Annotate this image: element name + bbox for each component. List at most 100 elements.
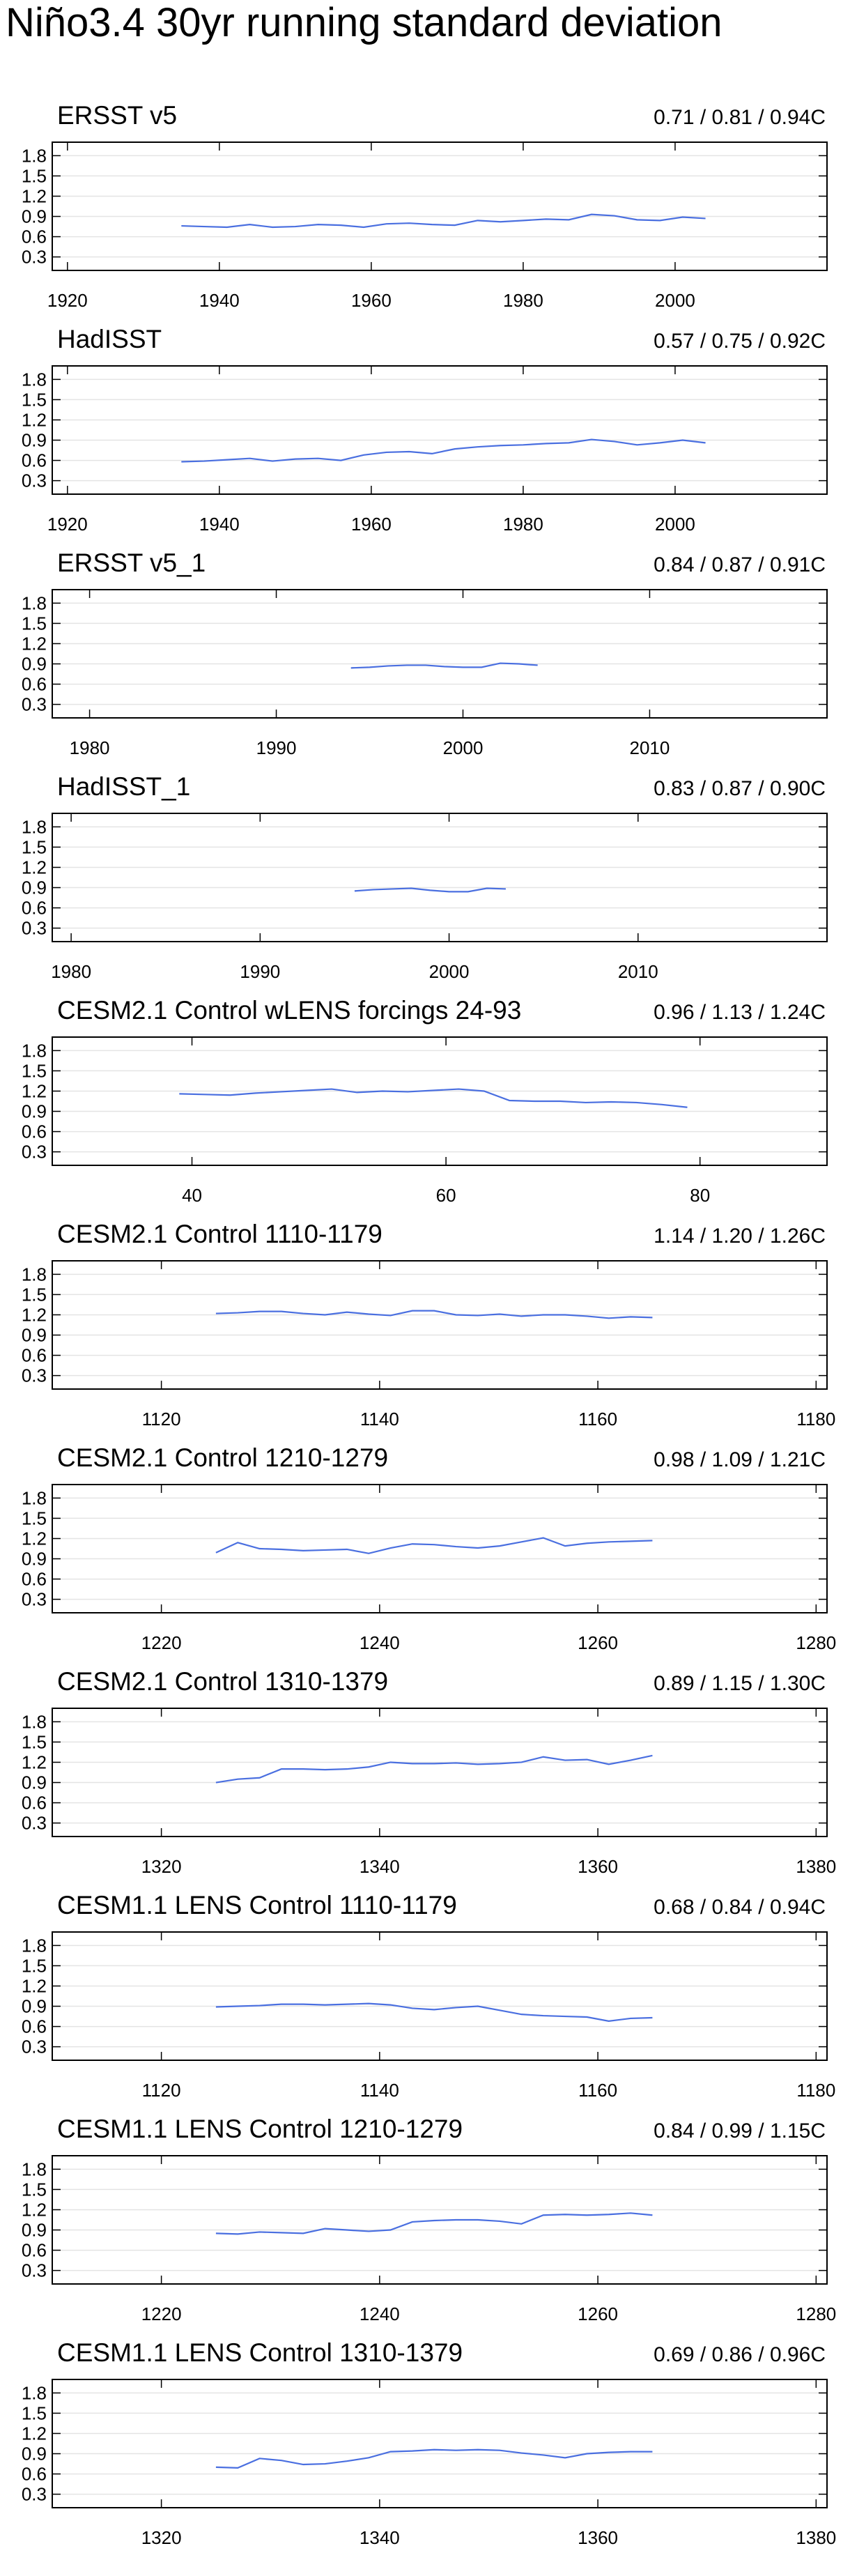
- x-tick-label: 2000: [655, 290, 695, 311]
- panel-title: HadISST_1: [57, 772, 190, 801]
- x-tick-label: 60: [436, 1185, 456, 1206]
- x-tick-label: 1380: [796, 2527, 836, 2548]
- y-tick-label: 1.2: [22, 409, 47, 430]
- y-tick-label: 1.8: [22, 145, 47, 166]
- y-tick-label: 0.3: [22, 918, 47, 939]
- x-tick-label: 1990: [256, 737, 297, 758]
- y-tick-label: 1.2: [22, 185, 47, 206]
- y-tick-label: 0.9: [22, 206, 47, 227]
- y-tick-label: 0.3: [22, 2484, 47, 2505]
- data-line: [181, 438, 706, 463]
- data-line: [215, 1310, 653, 1319]
- x-tick-label: 1220: [141, 2303, 182, 2324]
- x-tick-label: 1220: [141, 1632, 182, 1653]
- y-tick-label: 0.6: [22, 898, 47, 919]
- x-tick-label: 1120: [142, 1409, 181, 1429]
- y-tick-label: 0.6: [22, 2016, 47, 2037]
- y-tick-label: 0.9: [22, 2220, 47, 2241]
- figure-title: Niño3.4 30yr running standard deviation: [6, 0, 722, 45]
- panel: ERSST v5 0.71 / 0.81 / 0.94C0.30.60.91.21…: [22, 101, 828, 311]
- data-line: [215, 1754, 653, 1784]
- y-tick-label: 1.5: [22, 389, 47, 410]
- x-tick-label: 1940: [199, 290, 240, 311]
- y-tick-label: 1.2: [22, 633, 47, 654]
- y-tick-label: 0.6: [22, 2464, 47, 2485]
- y-tick-label: 1.5: [22, 2179, 47, 2200]
- plot-frame: [52, 365, 828, 495]
- x-tick-label: 1120: [142, 2080, 181, 2101]
- y-tick-label: 1.5: [22, 613, 47, 634]
- panel-stats: 0.57 / 0.75 / 0.92C: [654, 330, 826, 353]
- x-tick-label: 1260: [578, 2303, 618, 2324]
- x-tick-label: 1340: [360, 1856, 400, 1877]
- y-tick-label: 0.6: [22, 1121, 47, 1142]
- y-tick-label: 0.6: [22, 450, 47, 471]
- y-tick-label: 1.5: [22, 1060, 47, 1081]
- panel: CESM2.1 Control 1210-1279 0.98 / 1.09 / 1…: [22, 1443, 836, 1653]
- y-tick-label: 1.8: [22, 2382, 47, 2403]
- x-tick-label: 1960: [351, 290, 392, 311]
- y-tick-label: 1.2: [22, 1975, 47, 1996]
- plot-frame: [52, 1484, 828, 1613]
- x-tick-label: 1180: [796, 2080, 835, 2101]
- panel-title: CESM2.1 Control wLENS forcings 24-93: [57, 996, 521, 1025]
- y-tick-label: 1.5: [22, 1284, 47, 1305]
- panel: CESM1.1 LENS Control 1210-1279 0.84 / 0.9…: [22, 2115, 836, 2324]
- plot-frame: [52, 2155, 828, 2285]
- y-tick-label: 0.9: [22, 654, 47, 675]
- x-tick-label: 2000: [429, 961, 470, 982]
- y-tick-label: 1.2: [22, 2199, 47, 2220]
- y-tick-label: 1.2: [22, 1751, 47, 1772]
- x-tick-label: 2000: [443, 737, 484, 758]
- x-tick-label: 1140: [360, 1409, 399, 1429]
- plot-frame: [52, 2379, 828, 2508]
- y-tick-label: 1.2: [22, 1080, 47, 1101]
- y-tick-label: 0.9: [22, 1996, 47, 2017]
- panel-stats: 0.96 / 1.13 / 1.24C: [654, 1001, 826, 1024]
- y-tick-label: 1.8: [22, 1487, 47, 1508]
- data-line: [215, 2448, 653, 2469]
- y-tick-label: 0.6: [22, 227, 47, 247]
- x-tick-label: 1340: [360, 2527, 400, 2548]
- x-tick-label: 1920: [47, 290, 88, 311]
- x-tick-label: 2010: [630, 737, 670, 758]
- y-tick-label: 0.3: [22, 1813, 47, 1834]
- y-tick-label: 1.5: [22, 2402, 47, 2423]
- plot-frame: [52, 141, 828, 271]
- x-tick-label: 1160: [578, 1409, 617, 1429]
- y-tick-label: 0.6: [22, 1569, 47, 1590]
- panel-title: CESM2.1 Control 1210-1279: [57, 1443, 388, 1472]
- y-tick-label: 1.2: [22, 1304, 47, 1325]
- panel: HadISST_1 0.83 / 0.87 / 0.90C 0.30.60.91.2…: [22, 772, 828, 982]
- panel-stats: 0.68 / 0.84 / 0.94C: [654, 1896, 826, 1919]
- y-tick-label: 1.2: [22, 2423, 47, 2444]
- x-tick-label: 1240: [360, 1632, 400, 1653]
- y-tick-label: 0.3: [22, 1142, 47, 1163]
- data-line: [215, 2212, 653, 2235]
- panel: HadISST 0.57 / 0.75 / 0.92C0.30.60.91.21.…: [22, 325, 828, 535]
- x-tick-label: 1320: [141, 1856, 182, 1877]
- panel-title: CESM1.1 LENS Control 1310-1379: [57, 2338, 463, 2367]
- x-tick-label: 1140: [360, 2080, 399, 2101]
- y-tick-label: 0.9: [22, 1549, 47, 1570]
- panel-stats: 0.69 / 0.86 / 0.96C: [654, 2343, 826, 2366]
- y-tick-label: 0.3: [22, 1365, 47, 1386]
- y-tick-label: 0.9: [22, 877, 47, 898]
- y-tick-label: 1.8: [22, 1935, 47, 1956]
- panel-title: CESM2.1 Control 1110-1179: [57, 1220, 382, 1248]
- y-tick-label: 1.2: [22, 857, 47, 877]
- x-tick-label: 1320: [141, 2527, 182, 2548]
- plot-frame: [52, 1260, 828, 1390]
- y-tick-label: 1.5: [22, 1731, 47, 1752]
- y-tick-label: 0.3: [22, 2260, 47, 2281]
- y-tick-label: 0.6: [22, 1345, 47, 1366]
- y-tick-label: 1.2: [22, 1528, 47, 1549]
- plot-frame: [52, 1036, 828, 1166]
- y-tick-label: 1.8: [22, 2159, 47, 2179]
- y-tick-label: 1.8: [22, 1040, 47, 1061]
- x-tick-label: 1920: [47, 514, 88, 535]
- y-tick-label: 0.6: [22, 1793, 47, 1814]
- x-tick-label: 1980: [51, 961, 91, 982]
